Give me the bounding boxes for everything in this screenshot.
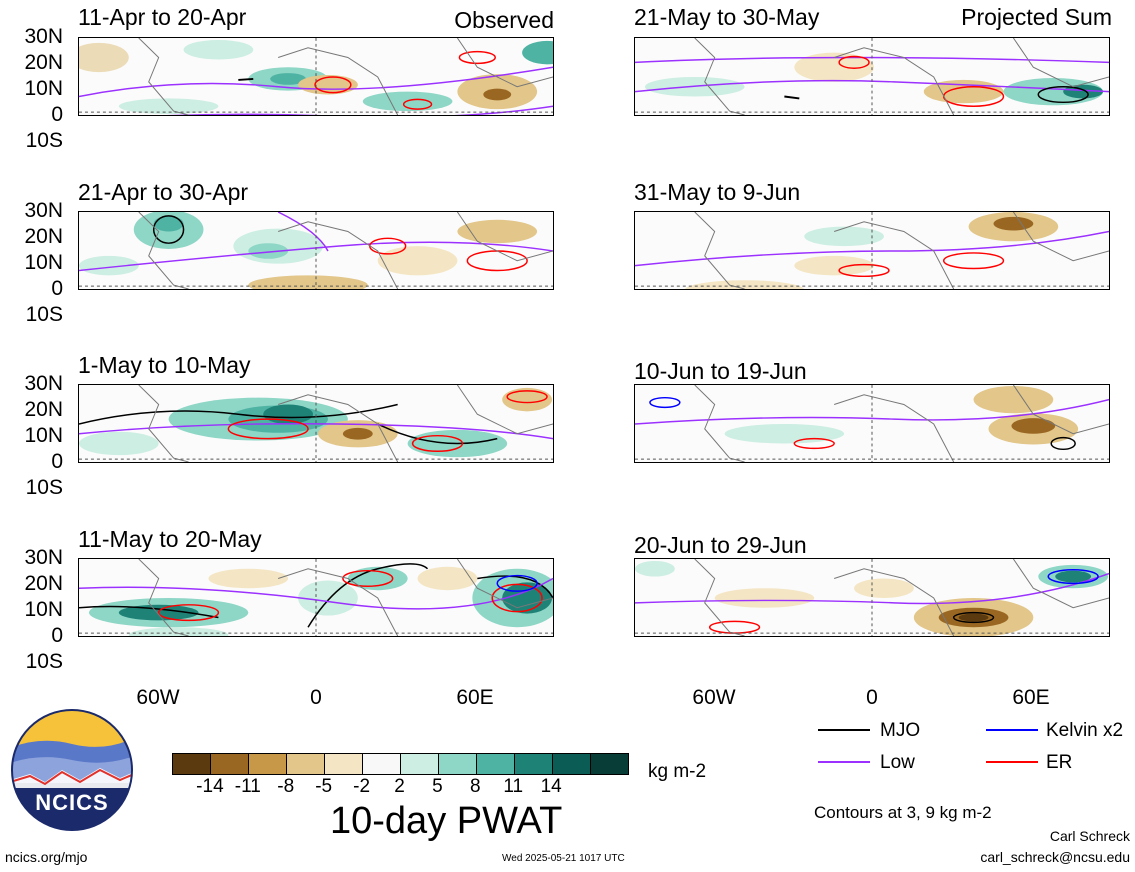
- colorbar-swatch: [476, 754, 514, 774]
- logo-text: NCICS: [35, 790, 109, 815]
- colorbar-swatch: [362, 754, 400, 774]
- panel-1-title: 11-Apr to 20-Apr: [78, 4, 247, 30]
- ncics-logo: NCICS: [10, 708, 134, 832]
- panel-2-title: 21-Apr to 30-Apr: [78, 179, 249, 205]
- legend-mjo-label: MJO: [880, 720, 921, 741]
- lon-label: 60W: [136, 686, 180, 709]
- map-panel-6: [634, 211, 1110, 290]
- map-panel-7: [634, 384, 1110, 463]
- colorbar-swatch: [552, 754, 590, 774]
- colorbar-tick-label: 2: [394, 776, 405, 797]
- panel-1-tag: Observed: [454, 7, 554, 33]
- colorbar-tick-label: -5: [315, 776, 333, 797]
- lat-label: 0: [51, 450, 63, 473]
- map-panel-2: [78, 211, 554, 290]
- colorbar-swatch: [400, 754, 438, 774]
- lon-label: 60E: [456, 686, 494, 709]
- legend-er-line: [986, 761, 1038, 763]
- map-panel-4: [78, 558, 554, 637]
- lat-label: 10N: [24, 251, 63, 274]
- colorbar-tick-label: -8: [277, 776, 295, 797]
- colorbar-tick-label: 14: [540, 776, 562, 797]
- lon-label: 0: [866, 686, 878, 709]
- contours-note: Contours at 3, 9 kg m-2: [814, 803, 992, 822]
- lon-label: 60E: [1012, 686, 1050, 709]
- map-panel-5: [634, 37, 1110, 116]
- colorbar-tick-label: 5: [432, 776, 443, 797]
- colorbar-swatch: [173, 754, 210, 774]
- lat-label: 10N: [24, 598, 63, 621]
- colorbar-swatch: [210, 754, 248, 774]
- panel-5-title: 21-May to 30-May: [634, 4, 820, 30]
- map-panel-8: [634, 558, 1110, 637]
- panel-5-tag: Projected Sum: [961, 4, 1112, 30]
- lat-label: 10S: [25, 650, 63, 673]
- footer-email: carl_schreck@ncsu.edu: [980, 849, 1130, 865]
- legend-er-label: ER: [1046, 752, 1073, 773]
- colorbar-tick-label: 8: [470, 776, 481, 797]
- colorbar: [172, 753, 629, 775]
- map-panel-3: [78, 384, 554, 463]
- colorbar-swatch: [590, 754, 628, 774]
- lat-label: 30N: [24, 546, 63, 569]
- lon-label: 0: [310, 686, 322, 709]
- footer-timestamp: Wed 2025-05-21 1017 UTC: [502, 853, 625, 864]
- lat-label: 20N: [24, 225, 63, 248]
- lat-label: 0: [51, 103, 63, 126]
- lat-label: 20N: [24, 398, 63, 421]
- lat-label: 0: [51, 624, 63, 647]
- lat-label: 30N: [24, 372, 63, 395]
- colorbar-swatch: [286, 754, 324, 774]
- lat-label: 10S: [25, 303, 63, 326]
- lat-label: 10S: [25, 129, 63, 152]
- colorbar-swatch: [324, 754, 362, 774]
- legend-kelvin-label: Kelvin x2: [1046, 720, 1124, 741]
- colorbar-tick-label: -14: [196, 776, 224, 797]
- lat-label: 10N: [24, 424, 63, 447]
- panel-8-title: 20-Jun to 29-Jun: [634, 532, 807, 558]
- panel-3-title: 1-May to 10-May: [78, 352, 251, 378]
- colorbar-tick-label: -11: [234, 776, 261, 797]
- lat-label: 20N: [24, 572, 63, 595]
- lat-label: 10S: [25, 476, 63, 499]
- lat-label: 0: [51, 277, 63, 300]
- footer-url: ncics.org/mjo: [5, 849, 88, 865]
- lat-label: 20N: [24, 51, 63, 74]
- footer-author: Carl Schreck: [1049, 828, 1130, 844]
- lat-label: 30N: [24, 25, 63, 48]
- colorbar-title: 10-day PWAT: [330, 800, 563, 842]
- panel-4-title: 11-May to 20-May: [78, 526, 262, 552]
- legend-low-line: [818, 761, 870, 763]
- colorbar-swatch: [248, 754, 286, 774]
- colorbar-tick-label: 11: [503, 776, 524, 797]
- lat-label: 30N: [24, 199, 63, 222]
- lon-label: 60W: [692, 686, 736, 709]
- panel-6-title: 31-May to 9-Jun: [634, 179, 801, 205]
- colorbar-swatch: [438, 754, 476, 774]
- legend-kelvin-line: [986, 729, 1038, 731]
- colorbar-units: kg m-2: [648, 761, 707, 782]
- map-panel-1: [78, 37, 554, 116]
- lat-label: 10N: [24, 77, 63, 100]
- colorbar-swatch: [514, 754, 552, 774]
- panel-7-title: 10-Jun to 19-Jun: [634, 358, 807, 384]
- colorbar-tick-label: -2: [353, 776, 371, 797]
- legend-low-label: Low: [880, 752, 915, 773]
- legend-mjo-line: [818, 729, 870, 731]
